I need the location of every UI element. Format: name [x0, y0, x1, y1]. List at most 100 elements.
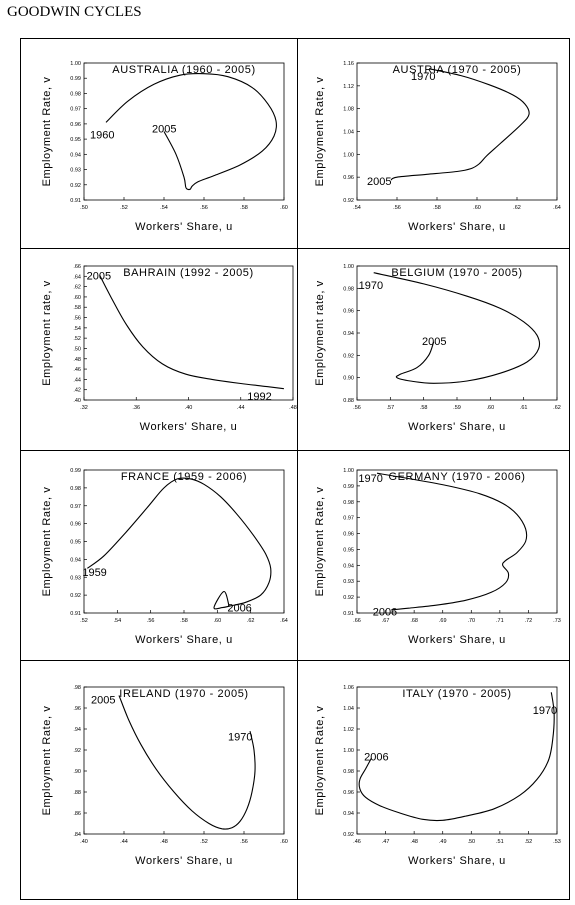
- y-tick-label: 1.00: [343, 468, 354, 474]
- y-axis-title: Employment Rate, v: [314, 487, 326, 597]
- y-tick-label: 0.95: [70, 540, 81, 546]
- x-tick-label: .44: [237, 405, 245, 411]
- plot-frame: [83, 265, 294, 401]
- y-tick-label: 0.92: [343, 198, 354, 204]
- y-tick-label: 0.99: [70, 76, 81, 82]
- chart-svg-ireland: .40 .44 .48 .52 .56 .60 .84 .86 .88 .90 .92 .94 .96.…: [41, 685, 288, 867]
- x-axis-title: Workers' Share, u: [140, 421, 238, 433]
- chart-svg-belgium: .56 .57 .58 .59 .60 .61 .62 0.88 0.90 0.92 0.94 0.9…: [314, 264, 561, 433]
- y-tick-label: 0.91: [343, 611, 354, 617]
- x-tick-label: .54: [160, 205, 168, 211]
- cycle-curve: [358, 692, 555, 822]
- y-tick-label: 0.98: [343, 769, 354, 775]
- x-tick-label: .70: [467, 618, 475, 624]
- cycle-curve: [376, 472, 528, 611]
- x-tick-label: .48: [160, 839, 168, 845]
- y-tick-label: 1.16: [343, 61, 354, 67]
- y-tick-label: 1.08: [343, 107, 354, 113]
- chart-svg-australia: .50 .52 .54 .56 .58 .60 0.91 0.92 0.93 0.94 0.95 0.…: [41, 61, 288, 233]
- plot-frame: [356, 265, 558, 401]
- year-annotation: 1970: [411, 71, 435, 83]
- y-tick-label: 0.98: [343, 286, 354, 292]
- y-tick-label: 0.94: [343, 563, 354, 569]
- x-tick-label: .52: [200, 839, 208, 845]
- x-tick-label: .40: [185, 405, 193, 411]
- year-annotation: 2006: [364, 751, 388, 763]
- y-tick-label: 0.91: [70, 611, 81, 617]
- y-tick-label: 1.00: [343, 264, 354, 270]
- y-tick-label: 0.94: [70, 152, 81, 158]
- y-tick-label: 0.90: [343, 376, 354, 382]
- x-axis-title: Workers' Share, u: [135, 221, 233, 233]
- chart-title: GERMANY (1970 - 2006): [388, 471, 525, 483]
- x-tick-label: .72: [525, 618, 533, 624]
- y-axis-title: Employment Rate, v: [41, 706, 53, 816]
- y-tick-label: 0.94: [70, 557, 81, 563]
- figure-grid: [20, 38, 570, 900]
- x-tick-label: .73: [553, 618, 561, 624]
- y-tick-label: .46: [73, 367, 81, 373]
- chart-panel-ireland: .40 .44 .48 .52 .56 .60 .84 .86 .88 .90 .92 .94 .96.…: [20, 660, 297, 900]
- x-tick-label: .67: [382, 618, 390, 624]
- y-tick-label: .56: [73, 316, 81, 322]
- chart-title: FRANCE (1959 - 2006): [121, 471, 247, 483]
- cycle-curve: [118, 695, 256, 830]
- year-annotation: 1960: [90, 130, 114, 142]
- x-tick-label: .66: [353, 618, 361, 624]
- y-tick-label: .96: [73, 706, 81, 712]
- chart-title: BAHRAIN (1992 - 2005): [123, 267, 254, 279]
- chart-svg-austria: .54 .56 .58 .60 .62 .64 0.92 0.96 1.00 1.04 1.08 1.…: [314, 61, 561, 233]
- grid-divider-vertical: [297, 38, 298, 900]
- y-tick-label: 0.91: [70, 198, 81, 204]
- chart-panel-germany: .66 .67 .68 .69 .70 .71 .72 .73 0.91 0.92 0.93 0.94…: [297, 450, 570, 660]
- page-title: GOODWIN CYCLES: [7, 4, 142, 20]
- x-tick-label: .64: [553, 205, 561, 211]
- chart-title: AUSTRALIA (1960 - 2005): [112, 64, 255, 76]
- y-tick-label: 0.98: [343, 500, 354, 506]
- y-tick-label: 0.97: [343, 516, 354, 522]
- y-tick-label: .58: [73, 305, 81, 311]
- x-tick-label: .50: [80, 205, 88, 211]
- chart-svg-italy: .46 .47 .48 .49 .50 .51 .52 .53 0.92 0.94 0.96 0.98…: [314, 685, 561, 867]
- x-tick-label: .60: [280, 839, 288, 845]
- x-tick-label: .50: [467, 839, 475, 845]
- x-tick-label: .64: [280, 618, 288, 624]
- year-annotation: 1970: [228, 731, 252, 743]
- grid-divider-row-3: [20, 660, 570, 661]
- y-tick-label: .98: [73, 685, 81, 691]
- x-tick-label: .48: [410, 839, 418, 845]
- y-tick-label: 0.96: [343, 790, 354, 796]
- chart-title: IRELAND (1970 - 2005): [119, 688, 248, 700]
- x-tick-label: .58: [240, 205, 248, 211]
- y-tick-label: 0.96: [70, 522, 81, 528]
- cycle-curve: [373, 272, 541, 384]
- y-tick-label: 0.96: [343, 309, 354, 315]
- y-tick-label: 0.93: [70, 168, 81, 174]
- x-tick-label: .57: [387, 405, 395, 411]
- year-annotation: 2005: [91, 695, 115, 707]
- y-tick-label: 0.92: [343, 595, 354, 601]
- y-tick-label: 0.88: [343, 398, 354, 404]
- x-axis-title: Workers' Share, u: [408, 634, 506, 646]
- y-tick-label: 0.96: [343, 175, 354, 181]
- y-tick-label: .48: [73, 357, 81, 363]
- year-annotation: 1970: [359, 280, 383, 292]
- chart-panel-austria: .54 .56 .58 .60 .62 .64 0.92 0.96 1.00 1.04 1.08 1.…: [297, 38, 570, 248]
- y-tick-label: .94: [73, 727, 81, 733]
- y-tick-label: .42: [73, 388, 81, 394]
- y-tick-label: 0.93: [70, 575, 81, 581]
- plot-frame: [83, 62, 285, 201]
- x-tick-label: .56: [240, 839, 248, 845]
- x-tick-label: .60: [280, 205, 288, 211]
- year-annotation: 1970: [533, 705, 557, 717]
- x-tick-label: .32: [80, 405, 88, 411]
- x-tick-label: .40: [80, 839, 88, 845]
- chart-panel-australia: .50 .52 .54 .56 .58 .60 0.91 0.92 0.93 0.94 0.95 0.…: [20, 38, 297, 248]
- x-tick-label: .71: [496, 618, 504, 624]
- y-tick-label: .60: [73, 295, 81, 301]
- x-tick-label: .47: [382, 839, 390, 845]
- cycle-curve: [105, 73, 277, 191]
- cycle-curve: [390, 68, 530, 181]
- y-tick-label: 1.00: [343, 152, 354, 158]
- chart-title: ITALY (1970 - 2005): [402, 688, 511, 700]
